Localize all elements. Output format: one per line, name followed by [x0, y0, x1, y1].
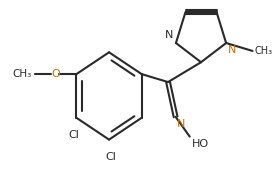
- Text: CH₃: CH₃: [13, 69, 32, 79]
- Text: N: N: [228, 45, 236, 55]
- Text: CH₃: CH₃: [254, 46, 273, 56]
- Text: Cl: Cl: [68, 130, 79, 140]
- Text: N: N: [165, 30, 173, 40]
- Text: N: N: [176, 119, 185, 129]
- Text: O: O: [51, 69, 60, 79]
- Text: Cl: Cl: [105, 151, 116, 161]
- Text: HO: HO: [192, 139, 209, 149]
